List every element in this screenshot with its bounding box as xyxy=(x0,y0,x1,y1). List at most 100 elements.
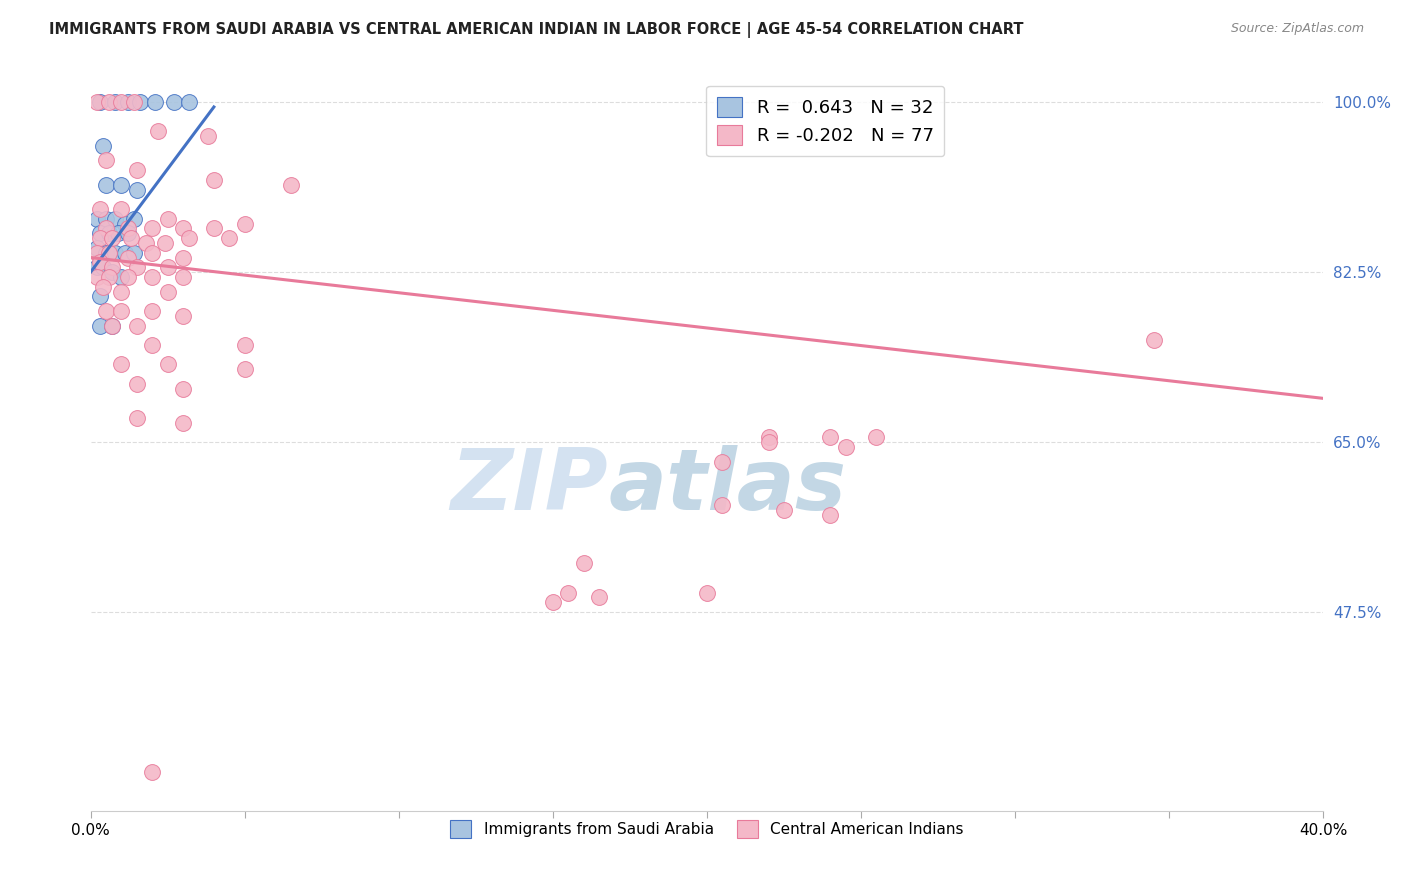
Point xyxy=(91,260,114,275)
Point xyxy=(172,309,194,323)
Point xyxy=(125,163,148,178)
Point xyxy=(129,95,152,109)
Point xyxy=(110,95,132,109)
Legend: Immigrants from Saudi Arabia, Central American Indians: Immigrants from Saudi Arabia, Central Am… xyxy=(444,814,970,844)
Point xyxy=(125,182,148,196)
Point xyxy=(153,235,176,250)
Point xyxy=(98,245,121,260)
Point xyxy=(557,585,579,599)
Point xyxy=(104,95,127,109)
Point xyxy=(107,226,129,240)
Point xyxy=(148,124,170,138)
Point xyxy=(141,765,163,780)
Point xyxy=(122,95,145,109)
Point xyxy=(117,95,139,109)
Point xyxy=(110,178,132,192)
Point xyxy=(117,221,139,235)
Point xyxy=(89,318,111,333)
Point xyxy=(94,221,117,235)
Point xyxy=(117,226,139,240)
Point xyxy=(172,269,194,284)
Point xyxy=(114,217,136,231)
Point xyxy=(104,211,127,226)
Point xyxy=(156,357,179,371)
Text: Source: ZipAtlas.com: Source: ZipAtlas.com xyxy=(1230,22,1364,36)
Point xyxy=(98,226,121,240)
Point xyxy=(818,430,841,444)
Point xyxy=(110,269,132,284)
Point xyxy=(758,435,780,450)
Point xyxy=(86,95,108,109)
Point xyxy=(141,304,163,318)
Point xyxy=(86,245,108,260)
Point xyxy=(172,251,194,265)
Point xyxy=(94,211,117,226)
Point xyxy=(135,235,157,250)
Point xyxy=(89,255,111,269)
Point xyxy=(156,211,179,226)
Point xyxy=(117,251,139,265)
Point xyxy=(233,362,256,376)
Point xyxy=(94,153,117,168)
Point xyxy=(125,410,148,425)
Point xyxy=(89,226,111,240)
Point xyxy=(110,285,132,299)
Point xyxy=(834,440,856,454)
Point xyxy=(86,269,108,284)
Point xyxy=(125,318,148,333)
Point xyxy=(89,289,111,303)
Point xyxy=(233,338,256,352)
Point xyxy=(711,454,734,468)
Point xyxy=(172,221,194,235)
Point xyxy=(572,557,595,571)
Point xyxy=(143,95,166,109)
Point xyxy=(163,95,186,109)
Point xyxy=(1143,333,1166,347)
Point xyxy=(110,357,132,371)
Point xyxy=(104,245,127,260)
Point xyxy=(773,503,796,517)
Point xyxy=(91,138,114,153)
Point xyxy=(233,217,256,231)
Point xyxy=(172,416,194,430)
Point xyxy=(89,202,111,216)
Point xyxy=(156,285,179,299)
Point xyxy=(101,231,124,245)
Point xyxy=(101,318,124,333)
Point xyxy=(711,498,734,512)
Point xyxy=(818,508,841,522)
Point xyxy=(141,245,163,260)
Point xyxy=(156,260,179,275)
Point xyxy=(101,318,124,333)
Point xyxy=(125,260,148,275)
Point xyxy=(179,231,201,245)
Point xyxy=(197,129,219,144)
Point xyxy=(110,304,132,318)
Point xyxy=(758,430,780,444)
Point xyxy=(141,221,163,235)
Point xyxy=(172,382,194,396)
Point xyxy=(202,221,225,235)
Point xyxy=(117,269,139,284)
Text: IMMIGRANTS FROM SAUDI ARABIA VS CENTRAL AMERICAN INDIAN IN LABOR FORCE | AGE 45-: IMMIGRANTS FROM SAUDI ARABIA VS CENTRAL … xyxy=(49,22,1024,38)
Point xyxy=(588,591,610,605)
Text: atlas: atlas xyxy=(609,445,846,528)
Point xyxy=(125,376,148,391)
Point xyxy=(94,245,117,260)
Point xyxy=(865,430,887,444)
Point xyxy=(280,178,302,192)
Point xyxy=(110,202,132,216)
Point xyxy=(98,269,121,284)
Point xyxy=(89,95,111,109)
Point xyxy=(141,338,163,352)
Text: ZIP: ZIP xyxy=(451,445,609,528)
Point xyxy=(202,173,225,187)
Point xyxy=(89,231,111,245)
Point xyxy=(218,231,240,245)
Point xyxy=(86,211,108,226)
Point xyxy=(122,211,145,226)
Point xyxy=(179,95,201,109)
Point xyxy=(86,260,108,275)
Point xyxy=(94,304,117,318)
Point xyxy=(122,245,145,260)
